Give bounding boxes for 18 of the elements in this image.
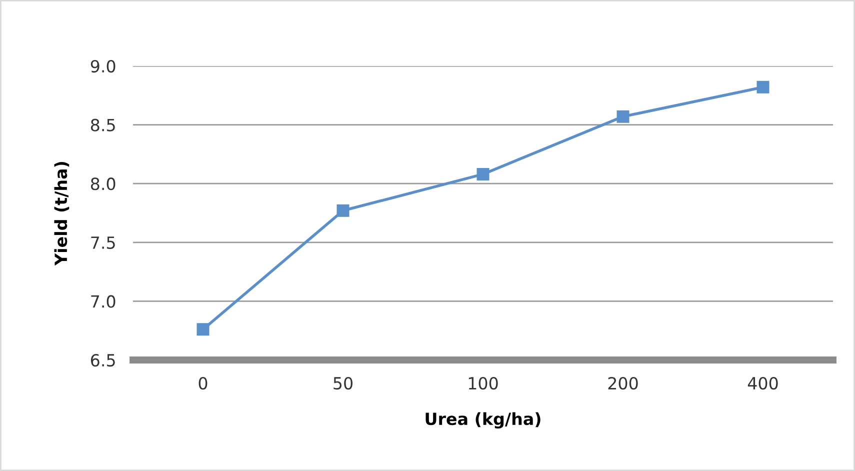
x-tick-label: 0 — [198, 376, 208, 390]
x-axis-title: Urea (kg/ha) — [426, 412, 540, 428]
x-tick-label: 400 — [748, 376, 778, 390]
point — [756, 80, 770, 94]
point — [196, 323, 210, 336]
point — [336, 204, 350, 217]
point — [616, 110, 630, 123]
y-tick-label: 7.5 — [91, 236, 115, 249]
x-tick-label: 200 — [608, 376, 638, 390]
y-tick-label: 7.0 — [91, 295, 116, 308]
x-tick-label: 100 — [468, 376, 498, 390]
y-tick-label: 8.5 — [90, 118, 115, 132]
point — [476, 168, 490, 180]
y-axis-title: Yield (t/ha) — [54, 162, 70, 266]
y-tick-label: 9.0 — [90, 60, 116, 73]
y-tick-label: 6.5 — [90, 354, 115, 367]
y-tick-label: 8.0 — [90, 178, 116, 190]
x-tick-label: 50 — [334, 376, 352, 390]
